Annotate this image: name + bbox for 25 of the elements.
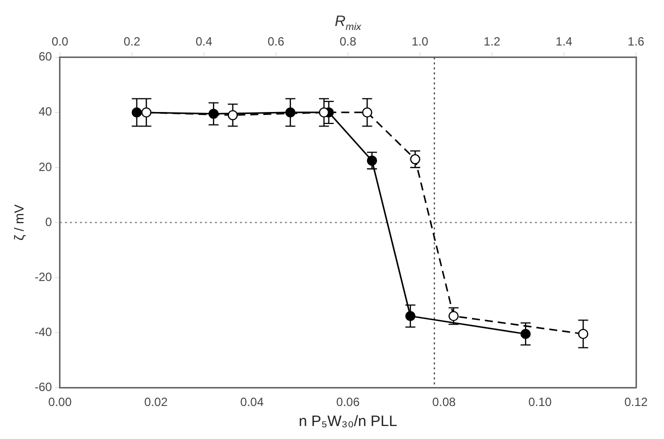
x2-tick-label: 0.8: [340, 34, 357, 49]
y-axis-title: ζ / mV: [11, 204, 26, 241]
y-tick-label: -20: [34, 270, 52, 284]
x2-tick-label: 1.2: [484, 34, 501, 49]
x2-tick-label: 0.6: [268, 34, 285, 49]
x-tick-label: 0.04: [240, 395, 264, 410]
x2-tick-label: 1.0: [412, 34, 429, 49]
x2-tick-label: 1.4: [556, 34, 573, 49]
x-tick-label: 0.08: [432, 395, 456, 410]
x-tick-label: 0.02: [144, 395, 168, 410]
x-axis-title: n P₅W₃₀/n PLL: [298, 413, 398, 430]
x-tick-label: 0.06: [336, 395, 360, 410]
y-tick-label: 20: [38, 160, 52, 174]
x-tick-label: 0.12: [624, 395, 648, 410]
y-tick-label: -40: [34, 324, 52, 339]
x2-tick-label: 1.6: [628, 34, 645, 49]
y-tick-label: 40: [38, 104, 52, 119]
y-tick-label: 60: [38, 50, 52, 64]
x-tick-label: 0.10: [528, 395, 552, 410]
y-tick-label: -60: [34, 380, 52, 394]
x2-tick-label: 0.2: [124, 34, 141, 49]
y-tick-label: 0: [45, 214, 52, 229]
x2-tick-label: 0.4: [196, 34, 213, 49]
x-tick-label: 0.00: [48, 395, 72, 410]
x2-tick-label: 0.0: [52, 34, 69, 49]
